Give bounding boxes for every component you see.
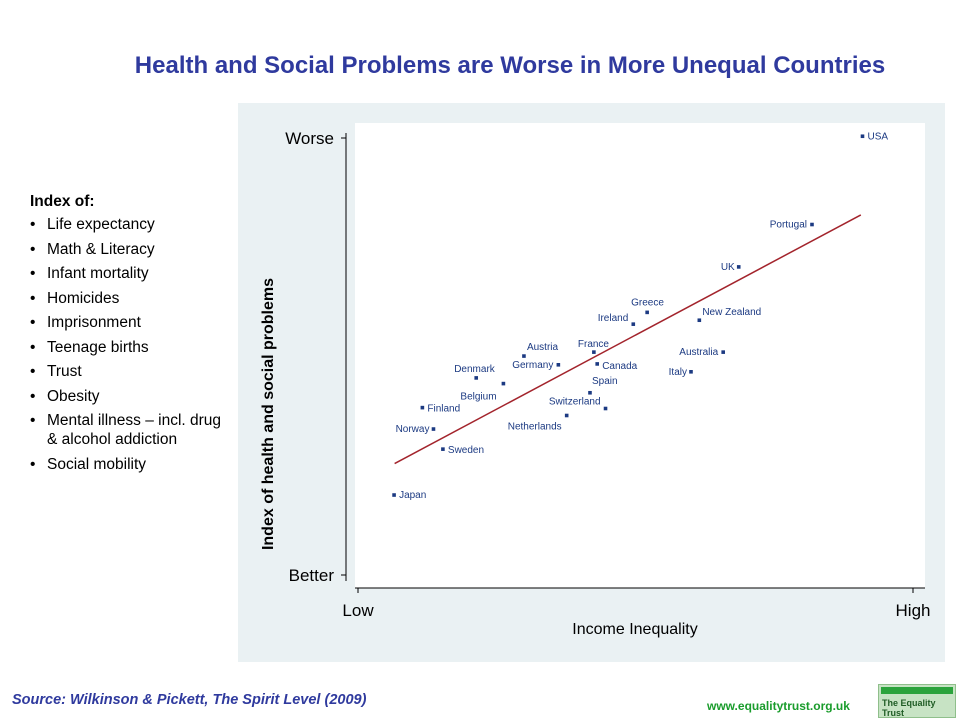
point-new-zealand <box>697 318 702 323</box>
point-label-portugal: Portugal <box>770 220 807 231</box>
index-item-math-literacy: Math & Literacy <box>30 240 230 259</box>
point-label-japan: Japan <box>399 490 426 501</box>
slide-title: Health and Social Problems are Worse in … <box>134 52 886 79</box>
source-citation: Source: Wilkinson & Pickett, The Spirit … <box>12 692 367 708</box>
point-label-new-zealand: New Zealand <box>702 307 761 318</box>
website-link[interactable]: www.equalitytrust.org.uk <box>707 699 850 713</box>
point-label-spain: Spain <box>592 376 618 387</box>
point-label-netherlands: Netherlands <box>508 421 562 432</box>
point-japan <box>392 493 396 497</box>
index-item-infant-mortality: Infant mortality <box>30 264 230 283</box>
point-sweden <box>441 447 445 451</box>
index-item-trust: Trust <box>30 362 230 381</box>
point-label-australia: Australia <box>679 347 718 358</box>
point-netherlands <box>564 413 569 418</box>
point-denmark <box>474 376 479 380</box>
point-belgium <box>501 381 506 386</box>
point-spain <box>588 390 592 395</box>
point-label-greece: Greece <box>631 297 664 308</box>
point-label-germany: Germany <box>512 360 553 371</box>
point-label-ireland: Ireland <box>598 313 629 324</box>
point-label-denmark: Denmark <box>454 364 496 375</box>
logo-bar <box>881 687 953 694</box>
index-heading: Index of: <box>30 193 95 210</box>
point-label-belgium: Belgium <box>460 392 496 403</box>
point-france <box>592 350 596 354</box>
point-uk <box>736 265 741 269</box>
point-portugal <box>810 222 814 227</box>
point-label-france: France <box>578 339 610 350</box>
point-italy <box>689 369 693 374</box>
equality-trust-logo: The Equality Trust <box>878 684 956 718</box>
x-tick-label-high: High <box>896 601 931 620</box>
point-canada <box>595 362 600 366</box>
index-item-life-expectancy: Life expectancy <box>30 215 230 234</box>
index-item-homicides: Homicides <box>30 289 230 308</box>
index-list: Life expectancy Math & Literacy Infant m… <box>30 215 230 474</box>
x-tick-label-low: Low <box>342 601 374 620</box>
point-label-italy: Italy <box>669 367 687 378</box>
index-item-mental-illness: Mental illness – incl. drug & alcohol ad… <box>30 411 230 449</box>
y-tick-label-worse: Worse <box>285 129 334 148</box>
index-item-teenage-births: Teenage births <box>30 338 230 357</box>
point-ireland <box>631 322 636 326</box>
point-usa <box>860 134 865 139</box>
point-label-finland: Finland <box>427 404 460 415</box>
point-label-usa: USA <box>867 131 888 142</box>
point-label-sweden: Sweden <box>448 445 484 456</box>
point-label-switzerland: Switzerland <box>549 397 601 408</box>
y-axis-title: Index of health and social problems <box>260 278 277 550</box>
point-finland <box>420 405 425 410</box>
point-australia <box>721 350 725 354</box>
point-austria <box>522 354 526 358</box>
y-tick-label-better: Better <box>289 566 335 585</box>
point-label-canada: Canada <box>602 361 637 372</box>
point-label-norway: Norway <box>396 424 430 435</box>
index-item-obesity: Obesity <box>30 387 230 406</box>
point-germany <box>556 363 561 367</box>
trend-line <box>394 214 862 465</box>
point-label-uk: UK <box>721 262 735 273</box>
point-greece <box>645 310 649 315</box>
point-label-austria: Austria <box>527 342 559 353</box>
point-norway <box>431 427 436 431</box>
plot-area <box>355 123 925 588</box>
index-item-social-mobility: Social mobility <box>30 455 230 474</box>
index-legend: Index of: Life expectancy Math & Literac… <box>30 193 230 479</box>
logo-text: The Equality Trust <box>882 698 936 718</box>
scatter-chart: Better Worse Low High Income Inequality Index… <box>260 123 931 638</box>
point-switzerland <box>603 406 608 411</box>
chart-panel: Better Worse Low High Income Inequality Index… <box>238 103 945 662</box>
x-axis-title: Income Inequality <box>572 621 697 638</box>
index-item-imprisonment: Imprisonment <box>30 313 230 332</box>
